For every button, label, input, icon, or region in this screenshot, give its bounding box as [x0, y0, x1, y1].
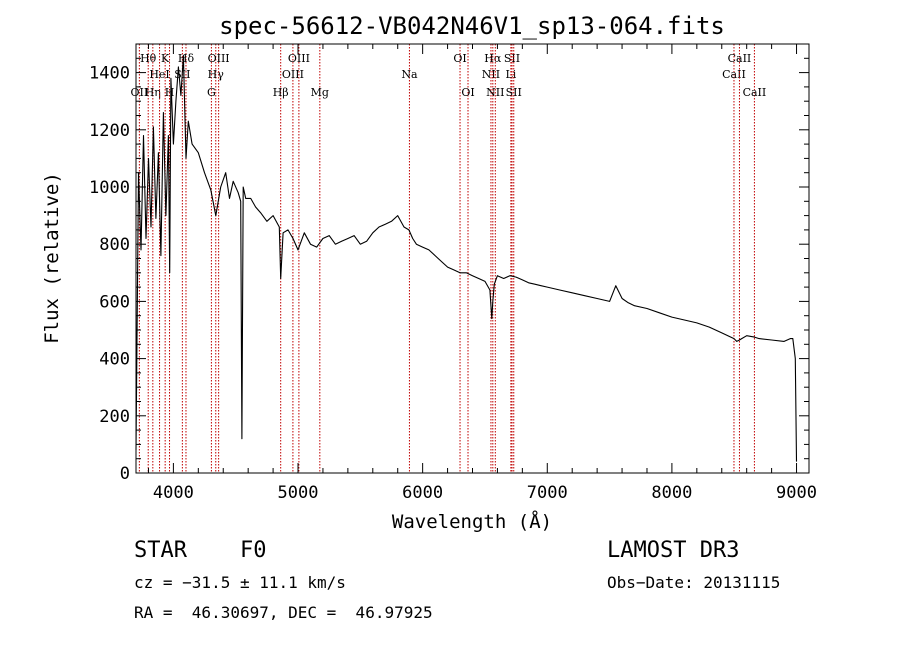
- spectral-line-label: H: [165, 86, 175, 99]
- y-tick-label: 400: [99, 350, 130, 370]
- spectral-line-label: NII: [486, 86, 504, 99]
- survey-name: LAMOST DR3: [607, 538, 740, 563]
- spectral-line-label: CaII: [722, 68, 746, 81]
- observation-date: Obs−Date: 20131115: [607, 573, 781, 592]
- spectral-line-label: Hβ: [273, 86, 289, 99]
- y-tick-label: 800: [99, 235, 130, 255]
- y-tick-label: 600: [99, 292, 130, 312]
- spectrum-layer: [135, 54, 798, 462]
- spectral-line-label: CaII: [743, 86, 767, 99]
- x-tick-label: 5000: [278, 483, 319, 503]
- axes-layer: 4000 5000 6000 7000 8000 9000 0 200 400 600 800 100…: [89, 43, 817, 503]
- spectral-line-label: Mg: [311, 86, 329, 99]
- spectral-line-label: NII: [482, 68, 500, 81]
- y-tick-label: 0: [120, 464, 130, 484]
- spectral-line-label: Li: [505, 68, 516, 81]
- spectral-line-label: K: [161, 52, 170, 65]
- spectrum-line: [135, 54, 798, 462]
- x-tick-label: 8000: [651, 483, 692, 503]
- spectral-line-label: Hα: [484, 52, 502, 65]
- spectral-line-label: Hδ: [178, 52, 195, 65]
- x-axis-label: Wavelength (Å): [392, 510, 552, 533]
- object-subclass: F0: [239, 538, 267, 563]
- spectral-line-label: OI: [461, 86, 474, 99]
- coordinates: RA = 46.30697, DEC = 46.97925: [134, 603, 433, 622]
- spectral-line-label: Hθ: [140, 52, 157, 65]
- spectral-line-label: OIII: [208, 52, 230, 65]
- spectral-line-label: SII: [504, 52, 520, 65]
- spectral-line-label: Hγ: [208, 68, 225, 81]
- spectral-line-label: SII: [506, 86, 522, 99]
- spectral-line-label: OII: [131, 86, 149, 99]
- spectral-line-label: CaII: [728, 52, 752, 65]
- chart-title: spec-56612-VB042N46V1_sp13-064.fits: [219, 12, 725, 40]
- spectral-line-label: Na: [401, 68, 418, 81]
- spectral-line-label: Hη: [145, 86, 161, 99]
- plot-frame: [135, 43, 810, 474]
- y-axis-label: Flux (relative): [41, 172, 63, 344]
- redshift-velocity: cz = −31.5 ± 11.1 km/s: [134, 573, 346, 592]
- x-tick-label: 9000: [776, 483, 817, 503]
- x-tick-label: 6000: [402, 483, 443, 503]
- y-tick-label: 1000: [89, 178, 130, 198]
- x-tick-label: 4000: [153, 483, 194, 503]
- y-tick-label: 200: [99, 407, 130, 427]
- spectral-line-label: OI: [453, 52, 466, 65]
- y-tick-label: 1200: [89, 121, 130, 141]
- y-tick-label: 1400: [89, 64, 130, 84]
- object-class: STAR F0: [134, 538, 266, 563]
- spectral-line-label: OIII: [288, 52, 310, 65]
- spectral-line-label: HeI: [149, 68, 169, 81]
- object-type: STAR: [134, 538, 187, 563]
- spectral-line-label: OIII: [282, 68, 304, 81]
- spectral-line-label: G: [207, 86, 216, 99]
- x-tick-label: 7000: [527, 483, 568, 503]
